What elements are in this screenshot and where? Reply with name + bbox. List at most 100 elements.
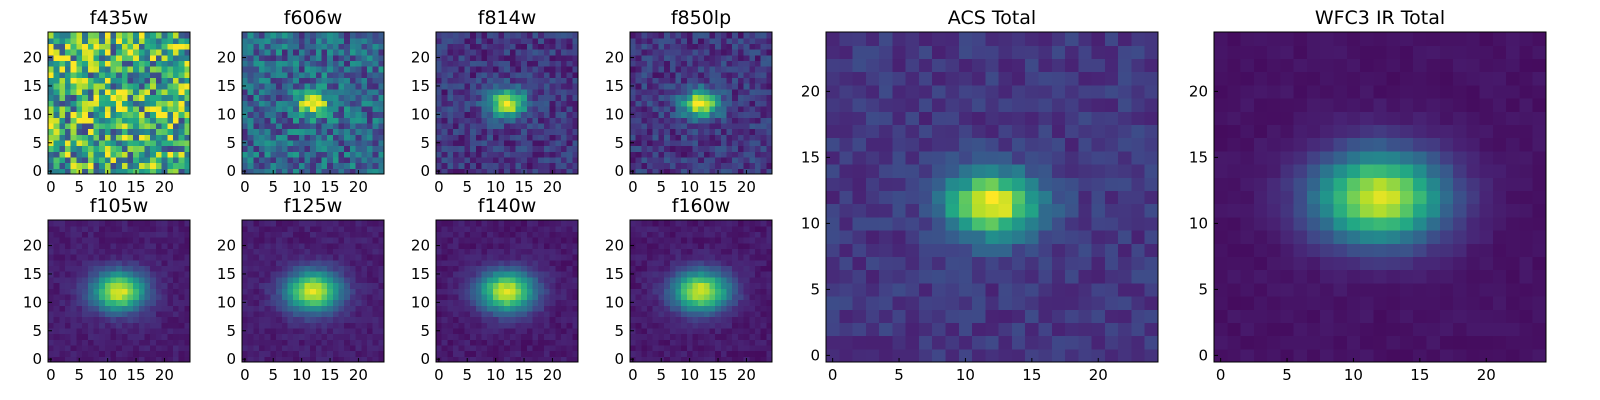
heatmap-cell (521, 293, 528, 301)
heatmap-cell (121, 254, 129, 261)
heatmap-cell (133, 66, 140, 73)
heatmap-cell (253, 134, 260, 141)
heatmap-cell (709, 60, 716, 67)
heatmap-cell (441, 111, 448, 118)
heatmap-cell (543, 162, 551, 169)
heatmap-cell (515, 60, 522, 67)
heatmap-cell (532, 248, 539, 255)
heatmap-cell (116, 242, 123, 249)
heatmap-cell (532, 49, 539, 56)
heatmap-cell (572, 220, 579, 227)
y-tick-label: 20 (411, 237, 430, 255)
heatmap-cell (349, 49, 357, 56)
heatmap-cell (247, 60, 254, 67)
heatmap-cell (82, 231, 89, 238)
heatmap-cell (464, 77, 471, 84)
heatmap-cell (698, 276, 705, 284)
heatmap-cell (144, 122, 151, 130)
heatmap-cell (378, 350, 385, 357)
heatmap-cell (372, 339, 379, 346)
heatmap-cell (144, 117, 151, 124)
heatmap-cell (104, 32, 112, 39)
heatmap-cell (703, 139, 711, 147)
heatmap-cell (361, 293, 368, 301)
heatmap-cell (572, 43, 579, 50)
heatmap-cell (247, 293, 254, 301)
heatmap-cell (276, 339, 283, 346)
heatmap-cell (658, 305, 665, 312)
heatmap-cell (464, 156, 471, 164)
heatmap-cell (355, 299, 362, 306)
heatmap-cell (709, 299, 716, 306)
heatmap-cell (549, 66, 556, 73)
heatmap-cell (150, 333, 157, 340)
heatmap-cell (692, 77, 699, 84)
heatmap-cell (560, 162, 568, 169)
heatmap-cell (543, 242, 551, 249)
heatmap-cell (504, 276, 511, 284)
heatmap-cell (253, 220, 260, 227)
heatmap-cell (635, 32, 642, 39)
heatmap-cell (526, 248, 534, 255)
heatmap-cell (104, 54, 112, 61)
heatmap-cell (281, 350, 289, 357)
heatmap-cell (498, 316, 505, 323)
heatmap-cell (737, 327, 745, 335)
heatmap-cell (167, 225, 174, 232)
heatmap-cell (441, 134, 448, 141)
heatmap-image (630, 32, 773, 175)
heatmap-cell (87, 248, 95, 255)
heatmap-cell (737, 77, 745, 84)
heatmap-cell (70, 162, 77, 169)
heatmap-cell (378, 225, 385, 232)
heatmap-cell (475, 344, 483, 352)
heatmap-cell (560, 94, 568, 101)
heatmap-cell (127, 305, 134, 312)
heatmap-cell (487, 293, 494, 301)
heatmap-cell (167, 117, 174, 124)
heatmap-cell (127, 100, 134, 107)
heatmap-cell (332, 356, 340, 363)
heatmap-cell (681, 139, 688, 147)
heatmap-cell (766, 66, 773, 73)
heatmap-cell (161, 310, 168, 318)
heatmap-cell (270, 265, 277, 272)
heatmap-cell (378, 356, 385, 363)
heatmap-cell (65, 111, 72, 118)
heatmap-cell (560, 111, 568, 118)
heatmap-cell (464, 54, 471, 61)
heatmap-cell (315, 288, 323, 295)
heatmap-cell (698, 344, 705, 352)
heatmap-cell (361, 100, 368, 107)
heatmap-cell (709, 49, 716, 56)
heatmap-cell (270, 231, 277, 238)
heatmap-cell (349, 293, 357, 301)
heatmap-cell (498, 111, 505, 118)
heatmap-cell (630, 344, 637, 352)
heatmap-cell (498, 151, 505, 158)
heatmap-cell (487, 248, 494, 255)
heatmap-cell (447, 94, 454, 101)
heatmap-cell (647, 276, 654, 284)
heatmap-cell (675, 139, 682, 147)
heatmap-cell (144, 276, 151, 284)
heatmap-cell (276, 225, 283, 232)
heatmap-cell (498, 310, 505, 318)
heatmap-cell (253, 231, 260, 238)
heatmap-cell (543, 350, 551, 357)
heatmap-cell (372, 66, 379, 73)
heatmap-cell (293, 254, 300, 261)
heatmap-cell (521, 231, 528, 238)
heatmap-cell (253, 344, 260, 352)
heatmap-cell (184, 122, 191, 130)
heatmap-cell (65, 237, 72, 244)
heatmap-cell (658, 43, 665, 50)
heatmap-cell (53, 305, 60, 312)
heatmap-cell (65, 276, 72, 284)
heatmap-cell (150, 316, 157, 323)
heatmap-cell (464, 94, 471, 101)
heatmap-cell (99, 134, 106, 141)
heatmap-cell (276, 83, 283, 90)
heatmap-cell (121, 237, 129, 244)
heatmap-cell (692, 156, 699, 164)
